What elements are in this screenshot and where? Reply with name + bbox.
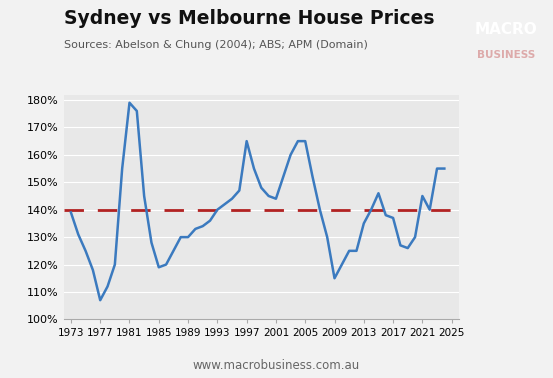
Text: Sydney vs Melbourne House Prices: Sydney vs Melbourne House Prices — [64, 9, 434, 28]
Text: MACRO: MACRO — [475, 22, 538, 37]
Text: BUSINESS: BUSINESS — [477, 50, 535, 60]
Text: Sources: Abelson & Chung (2004); ABS; APM (Domain): Sources: Abelson & Chung (2004); ABS; AP… — [64, 40, 368, 50]
Text: www.macrobusiness.com.au: www.macrobusiness.com.au — [193, 359, 360, 372]
